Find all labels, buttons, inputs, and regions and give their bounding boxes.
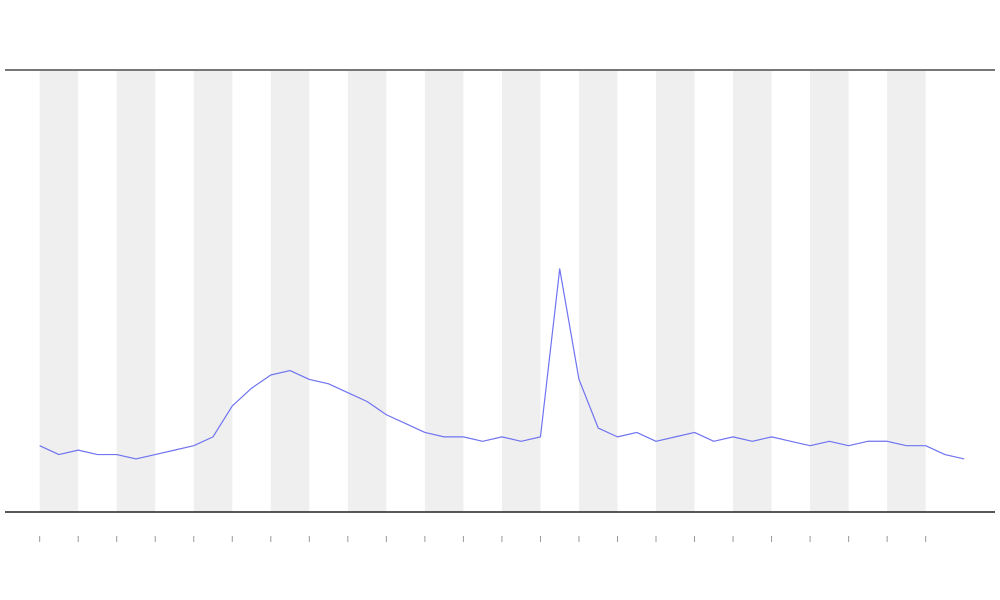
shaded-band (656, 70, 695, 512)
shaded-band (347, 70, 387, 512)
shaded-band (887, 70, 926, 512)
shaded-band (501, 70, 541, 512)
shaded-band (578, 70, 618, 512)
shaded-band (270, 70, 310, 512)
shaded-band (116, 70, 156, 512)
shaded-band (39, 70, 79, 512)
shaded-band (424, 70, 464, 512)
data-line (39, 268, 965, 460)
shaded-band (733, 70, 772, 512)
shaded-band (810, 70, 849, 512)
bands (39, 70, 926, 512)
shaded-band (193, 70, 233, 512)
